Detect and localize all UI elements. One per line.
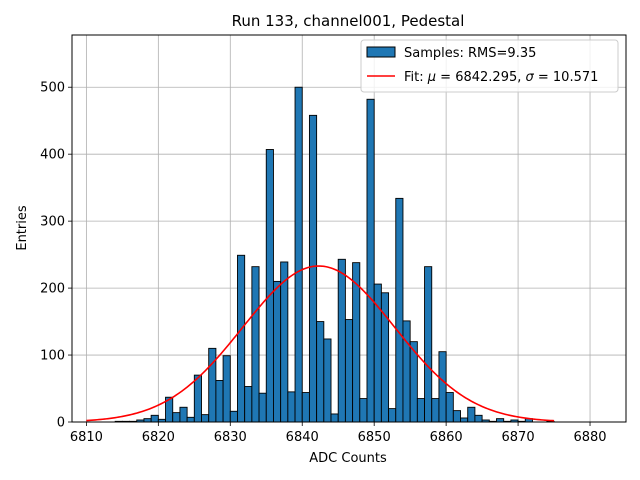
y-axis-label: Entries [15, 205, 30, 251]
histogram-bar [452, 410, 461, 423]
y-axis-ticks: 0 100 200 300 400 500 [40, 81, 72, 431]
histogram-bar [294, 86, 303, 423]
histogram-bar [215, 380, 224, 423]
histogram-bar [251, 266, 260, 423]
histogram-bar [186, 416, 195, 423]
legend-swatch-samples [366, 46, 396, 58]
histogram-bar [424, 266, 433, 423]
histogram-bar [201, 414, 210, 423]
chart-title: Run 133, channel001, Pedestal [232, 12, 465, 30]
histogram-bar [395, 197, 404, 423]
x-axis-label: ADC Counts [309, 451, 387, 466]
histogram-bar [496, 418, 505, 423]
histogram-bar [287, 391, 296, 423]
legend-fit-mu-value: = 6842.295, [436, 70, 525, 85]
histogram-bar [229, 410, 238, 423]
x-tick-label: 6820 [142, 430, 175, 445]
histogram-bar [402, 320, 411, 423]
histogram-bar [344, 319, 354, 423]
histogram-bar [273, 280, 282, 423]
histogram-bar [337, 258, 346, 423]
histogram-bar [388, 408, 397, 423]
legend-label-fit: Fit: μ = 6842.295, σ = 10.571 [404, 70, 598, 85]
x-axis-ticks: 6810 6820 6830 6840 6850 6860 6870 6880 [70, 422, 607, 445]
x-tick-label: 6810 [70, 430, 103, 445]
x-tick-label: 6880 [573, 430, 606, 445]
histogram-bar [222, 355, 231, 423]
y-tick-label: 400 [40, 148, 65, 163]
histogram-bar [323, 338, 332, 423]
fit-curve [86, 265, 555, 422]
histogram-bar [179, 406, 188, 423]
histogram-bar [280, 261, 289, 423]
x-tick-label: 6870 [502, 430, 535, 445]
y-tick-label: 100 [40, 349, 65, 364]
histogram-bar [438, 351, 447, 423]
legend-fit-sigma-value: = 10.571 [534, 70, 599, 85]
fit-curve-group [86, 265, 555, 422]
histogram-bar [258, 392, 267, 423]
x-tick-label: 6860 [430, 430, 463, 445]
histogram-bar [301, 392, 310, 423]
legend-fit-prefix: Fit: [404, 70, 428, 85]
y-tick-label: 200 [40, 282, 65, 297]
histogram-bar [193, 374, 202, 423]
y-tick-label: 0 [57, 416, 65, 431]
histogram-bar [460, 417, 469, 423]
histogram-bar [330, 413, 339, 423]
histogram-bar [208, 347, 217, 423]
x-tick-label: 6840 [286, 430, 319, 445]
legend-label-samples: Samples: RMS=9.35 [404, 46, 536, 61]
plot-frame [71, 34, 627, 423]
histogram-bar [366, 98, 375, 423]
histogram-bar [416, 398, 425, 423]
histogram-bar [172, 412, 181, 423]
x-tick-label: 6850 [358, 430, 391, 445]
y-tick-label: 500 [40, 81, 65, 96]
histogram-bar [143, 418, 152, 423]
histogram-bar [308, 114, 318, 423]
legend-box [360, 39, 619, 93]
histogram-bar [237, 254, 246, 423]
legend-fit-sigma: σ [526, 70, 535, 85]
histogram-bar [244, 386, 253, 423]
histogram-bar [359, 398, 368, 423]
legend-fit-mu: μ [427, 70, 436, 85]
histogram-bar [431, 398, 440, 423]
histogram-bar [316, 321, 325, 423]
histogram-bars [114, 86, 555, 423]
x-tick-label: 6830 [214, 430, 247, 445]
histogram-bar [474, 414, 483, 423]
histogram-bar [467, 406, 476, 423]
histogram-bar [265, 149, 274, 423]
histogram-bar [445, 392, 454, 423]
legend: Samples: RMS=9.35 Fit: μ = 6842.295, σ =… [360, 39, 619, 93]
y-tick-label: 300 [40, 215, 65, 230]
histogram-bar [150, 414, 159, 423]
